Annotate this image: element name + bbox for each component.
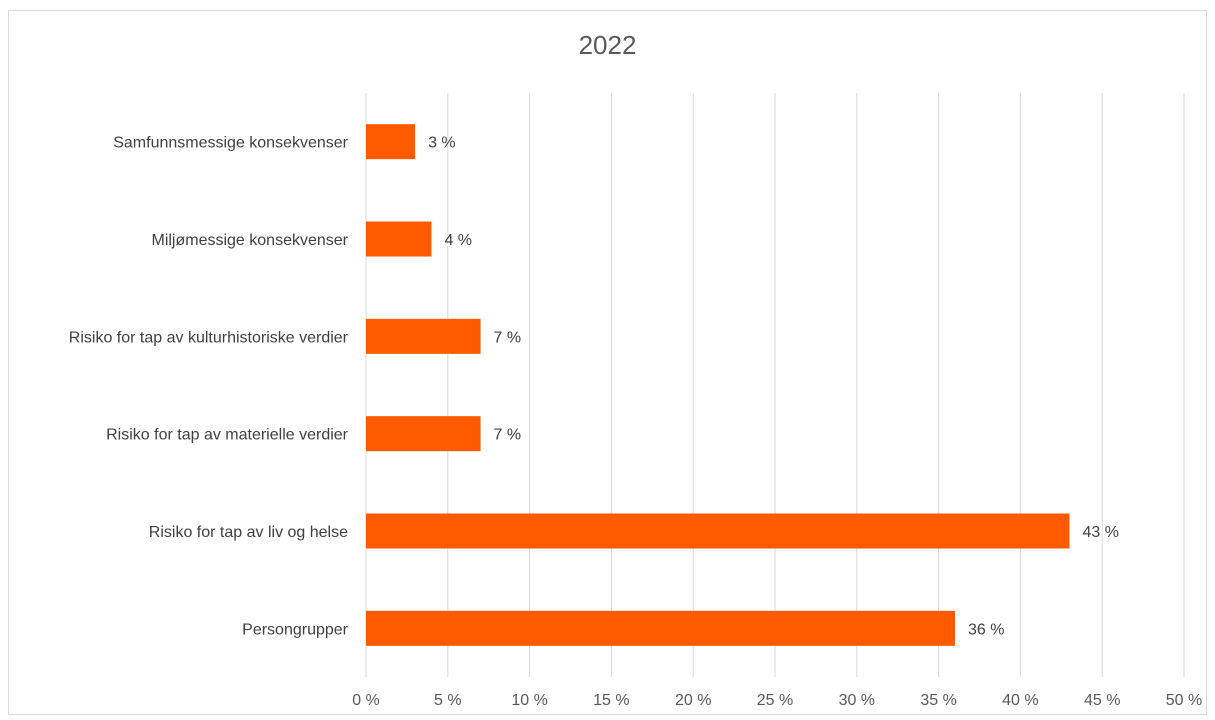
data-label: 4 %	[444, 232, 472, 249]
gridlines	[365, 93, 1185, 677]
x-tick-label: 5 %	[434, 692, 462, 709]
category-label: Miljømessige konsekvenser	[151, 232, 348, 249]
bar	[366, 513, 1070, 549]
labels: Samfunnsmessige konsekvenser 3 % Miljømess…	[69, 135, 1119, 639]
category-label: Persongrupper	[242, 621, 349, 638]
x-tick-label: 25 %	[757, 692, 793, 709]
x-tick-label: 10 %	[511, 692, 547, 709]
data-label: 43 %	[1082, 524, 1118, 541]
bar	[366, 124, 416, 160]
x-tick-label: 50 %	[1166, 692, 1202, 709]
x-tick-label: 20 %	[675, 692, 711, 709]
chart-frame	[8, 10, 1207, 715]
data-label: 3 %	[428, 135, 456, 152]
data-label: 7 %	[494, 427, 522, 444]
x-tick-label: 35 %	[920, 692, 956, 709]
data-label: 36 %	[968, 621, 1004, 638]
x-axis-ticks: 0 % 5 % 10 % 15 % 20 % 25 % 30 % 35 % 40 % 45 % 50…	[352, 692, 1202, 709]
x-tick-label: 45 %	[1084, 692, 1120, 709]
bars	[366, 124, 1070, 646]
category-label: Samfunnsmessige konsekvenser	[113, 135, 348, 152]
bar	[366, 416, 481, 452]
data-label: 7 %	[494, 329, 522, 346]
bar	[366, 610, 955, 646]
x-tick-label: 30 %	[839, 692, 875, 709]
x-tick-label: 0 %	[352, 692, 380, 709]
bar	[366, 221, 432, 257]
x-tick-label: 40 %	[1002, 692, 1038, 709]
bar	[366, 318, 481, 354]
category-label: Risiko for tap av kulturhistoriske verdi…	[69, 329, 349, 346]
x-tick-label: 15 %	[593, 692, 629, 709]
category-label: Risiko for tap av liv og helse	[149, 524, 348, 541]
category-label: Risiko for tap av materielle verdier	[106, 427, 349, 444]
chart-title: 2022	[578, 30, 637, 60]
